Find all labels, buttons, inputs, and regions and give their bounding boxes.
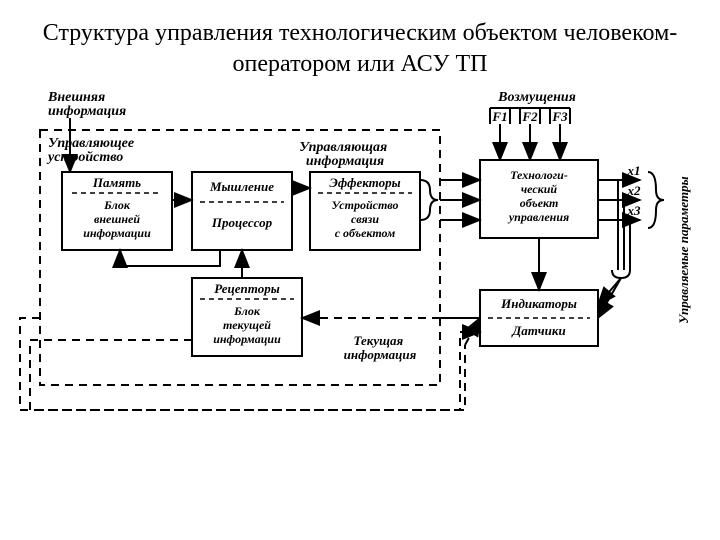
label-external-info: Внешняя информация xyxy=(47,91,126,120)
node-thinking-l1: Мышление xyxy=(209,179,274,194)
node-tech-l2: ческий xyxy=(521,182,558,196)
label-f3: F3 xyxy=(551,109,568,124)
node-effectors-l3: связи xyxy=(351,212,379,226)
label-f1: F1 xyxy=(491,109,507,124)
node-ind-l1: Индикаторы xyxy=(500,296,577,311)
label-disturbances: Возмущения xyxy=(497,91,576,106)
node-memory-l1: Память xyxy=(92,175,141,190)
label-controlled-params: Управляемые параметры xyxy=(676,177,691,324)
label-control-info: Управляющая информация xyxy=(299,141,390,170)
node-tech-l4: управления xyxy=(507,210,569,224)
node-tech-l3: объект xyxy=(520,196,559,210)
diagram-canvas: Внешняя информация Управляющее устройств… xyxy=(0,80,720,520)
node-effectors-l2: Устройство xyxy=(332,198,399,212)
node-memory-l2: Блок xyxy=(103,198,131,212)
node-ind-l2: Датчики xyxy=(511,323,565,338)
page-title: Структура управления технологическим объ… xyxy=(0,0,720,80)
node-tech-l1: Технологи- xyxy=(510,168,568,182)
node-memory-l3: внешней xyxy=(94,212,140,226)
node-receptors-l4: информации xyxy=(213,332,281,346)
label-current-info: Текущая информация xyxy=(344,333,417,362)
label-f2: F2 xyxy=(521,109,538,124)
label-control-device: Управляющее устройство xyxy=(46,137,138,166)
node-receptors-l1: Рецепторы xyxy=(214,281,279,296)
node-thinking-l2: Процессор xyxy=(211,215,273,230)
label-x2: x2 xyxy=(627,183,642,198)
label-x3: x3 xyxy=(627,203,642,218)
node-receptors-l3: текущей xyxy=(223,318,271,332)
node-effectors-l1: Эффекторы xyxy=(329,175,400,190)
node-effectors-l4: с объектом xyxy=(335,226,396,240)
label-x1: x1 xyxy=(627,163,641,178)
node-memory-l4: информации xyxy=(83,226,151,240)
node-receptors-l2: Блок xyxy=(233,304,261,318)
